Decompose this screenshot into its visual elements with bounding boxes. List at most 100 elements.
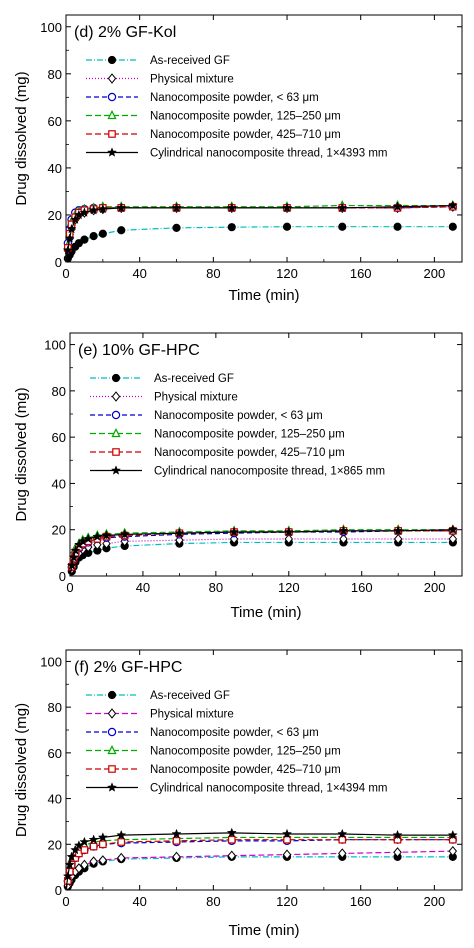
y-tick-label: 40: [52, 476, 66, 491]
legend-label: Nanocomposite powder, 425–710 μm: [150, 764, 341, 776]
legend-label: Nanocomposite powder, 425–710 μm: [154, 447, 345, 459]
data-point: [394, 223, 401, 230]
x-tick-label: 0: [66, 580, 73, 595]
y-tick-label: 100: [40, 654, 62, 669]
data-point: [81, 236, 88, 243]
legend-label: Cylindrical nanocomposite thread, 1×4393…: [150, 148, 387, 160]
legend-marker: [109, 766, 115, 772]
x-tick-label: 120: [278, 580, 300, 595]
y-tick-label: 0: [55, 883, 62, 898]
y-axis-label: Drug dissolved (mg): [13, 71, 30, 205]
x-tick-label: 40: [136, 580, 150, 595]
data-point: [173, 838, 179, 844]
x-tick-label: 0: [62, 266, 69, 281]
legend-marker: [108, 93, 115, 100]
legend-marker: [108, 148, 117, 156]
data-point: [81, 847, 87, 853]
y-tick-label: 40: [48, 792, 62, 807]
data-point: [118, 839, 124, 845]
data-point: [449, 223, 456, 230]
data-point: [118, 227, 125, 234]
legend-label: Nanocomposite powder, 125–250 μm: [150, 111, 341, 123]
legend-label: As-received GF: [150, 690, 230, 702]
data-point: [339, 223, 346, 230]
series-6: [67, 525, 457, 576]
y-tick-label: 80: [52, 384, 66, 399]
legend-label: Nanocomposite powder, < 63 μm: [150, 727, 319, 739]
x-tick-label: 80: [206, 266, 220, 281]
chart-panel-3: 0 40 80 120 160 200 0 20 40 60 80 100 Time (min) Drug…: [13, 650, 462, 939]
chart-panel-2: 0 40 80 120 160 200020406080100Time (min)Drug…: [13, 333, 462, 621]
y-tick-label: 100: [40, 20, 62, 35]
x-axis-label: Time (min): [228, 922, 299, 939]
legend-marker: [109, 131, 115, 137]
x-tick-label: 40: [132, 266, 146, 281]
x-axis-label: Time (min): [228, 287, 299, 304]
series-line: [66, 207, 453, 262]
data-point: [173, 224, 180, 231]
x-tick-label: 40: [132, 894, 146, 909]
y-tick-label: 60: [48, 746, 62, 761]
y-tick-label: 20: [52, 523, 66, 538]
data-point: [229, 837, 235, 843]
legend-label: As-received GF: [154, 373, 234, 385]
legend-label: As-received GF: [150, 55, 230, 67]
data-point: [99, 230, 106, 237]
data-point: [90, 233, 97, 240]
legend-marker: [113, 449, 119, 455]
legend-marker: [112, 392, 119, 401]
x-tick-label: 160: [350, 894, 372, 909]
legend-marker: [108, 74, 115, 83]
y-tick-label: 0: [59, 569, 66, 584]
x-tick-label: 200: [424, 266, 446, 281]
y-tick-label: 80: [48, 700, 62, 715]
x-tick-label: 120: [276, 266, 298, 281]
legend-marker: [108, 728, 115, 735]
series-line: [66, 207, 453, 262]
legend-label: Cylindrical nanocomposite thread, 1×4394…: [150, 783, 387, 795]
data-point: [90, 843, 96, 849]
legend-label: Nanocomposite powder, < 63 μm: [154, 410, 323, 422]
legend-label: Physical mixture: [150, 74, 234, 86]
legend-marker: [112, 466, 121, 474]
x-tick-label: 160: [351, 580, 373, 595]
series-1: [64, 223, 456, 262]
legend-label: Nanocomposite powder, 125–250 μm: [150, 746, 341, 758]
data-point: [100, 841, 106, 847]
series-2: [68, 535, 456, 576]
legend-label: Nanocomposite powder, 125–250 μm: [154, 429, 345, 441]
legend-marker: [112, 411, 119, 418]
x-tick-label: 80: [209, 580, 223, 595]
legend-marker: [108, 709, 115, 718]
y-tick-label: 0: [55, 255, 62, 270]
legend-label: Physical mixture: [154, 392, 238, 404]
legend-marker: [108, 783, 117, 791]
legend-label: Physical mixture: [150, 709, 234, 721]
series-line: [66, 207, 453, 262]
y-tick-label: 40: [48, 161, 62, 176]
y-axis-label: Drug dissolved (mg): [13, 703, 30, 837]
series-5: [65, 836, 456, 890]
series-1: [68, 539, 456, 576]
y-axis-label: Drug dissolved (mg): [13, 387, 30, 521]
x-tick-label: 80: [206, 894, 220, 909]
y-tick-label: 20: [48, 837, 62, 852]
x-tick-label: 200: [424, 894, 446, 909]
chart-panel-1: 0 40 80 120 160 200 0 20 40 60 80 100 Time (min) Drug…: [13, 15, 462, 304]
x-tick-label: 200: [424, 580, 446, 595]
series-2: [64, 847, 456, 890]
legend-label: Nanocomposite powder, 425–710 μm: [150, 129, 341, 141]
panel-label: (e) 10% GF-HPC: [78, 342, 200, 359]
series-line: [66, 206, 453, 262]
data-point: [283, 223, 290, 230]
y-tick-label: 20: [48, 208, 62, 223]
y-tick-label: 60: [52, 430, 66, 445]
x-tick-label: 0: [62, 894, 69, 909]
panel-label: (f) 2% GF-HPC: [74, 659, 182, 676]
x-tick-label: 120: [276, 894, 298, 909]
legend-marker: [112, 374, 119, 381]
panel-label: (d) 2% GF-Kol: [74, 24, 176, 41]
y-tick-label: 60: [48, 114, 62, 129]
y-tick-label: 100: [44, 338, 66, 353]
